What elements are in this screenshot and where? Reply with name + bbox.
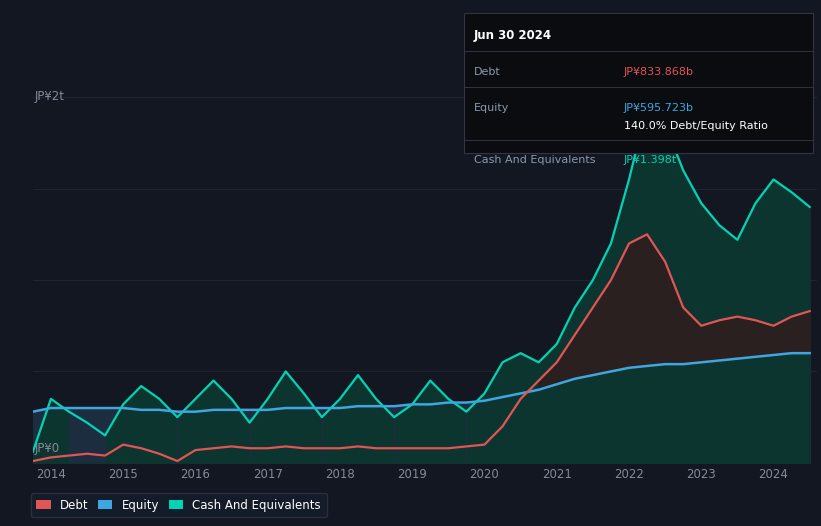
Text: JP¥0: JP¥0 — [34, 442, 60, 455]
Text: 140.0% Debt/Equity Ratio: 140.0% Debt/Equity Ratio — [624, 121, 768, 131]
Text: Jun 30 2024: Jun 30 2024 — [474, 29, 552, 42]
Text: Equity: Equity — [474, 103, 509, 113]
Text: Cash And Equivalents: Cash And Equivalents — [474, 155, 595, 165]
Text: JP¥2t: JP¥2t — [34, 90, 64, 104]
Text: JP¥595.723b: JP¥595.723b — [624, 103, 694, 113]
Text: JP¥833.868b: JP¥833.868b — [624, 67, 694, 77]
Text: Debt: Debt — [474, 67, 501, 77]
Text: JP¥1.398t: JP¥1.398t — [624, 155, 677, 165]
Legend: Debt, Equity, Cash And Equivalents: Debt, Equity, Cash And Equivalents — [30, 493, 327, 518]
